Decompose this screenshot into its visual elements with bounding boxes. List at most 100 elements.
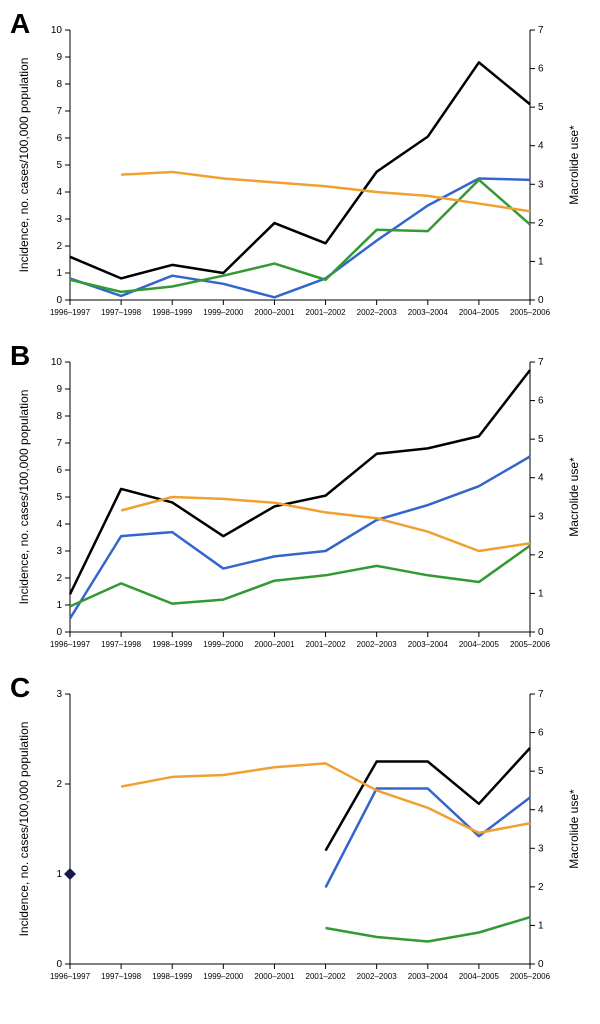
series-blue <box>326 789 530 888</box>
svg-text:8: 8 <box>56 411 62 422</box>
svg-text:2001–2002: 2001–2002 <box>306 308 347 317</box>
svg-text:8: 8 <box>56 79 62 90</box>
svg-text:1999–2000: 1999–2000 <box>203 972 244 981</box>
svg-text:1: 1 <box>538 588 544 599</box>
series-green <box>326 917 530 941</box>
svg-text:5: 5 <box>56 492 62 503</box>
svg-text:0: 0 <box>538 959 544 970</box>
svg-text:1996–1997: 1996–1997 <box>50 972 91 981</box>
svg-text:1997–1998: 1997–1998 <box>101 640 142 649</box>
svg-text:6: 6 <box>538 396 544 407</box>
svg-text:3: 3 <box>56 214 62 225</box>
series-black <box>70 370 530 594</box>
svg-text:1: 1 <box>56 600 62 611</box>
svg-text:2: 2 <box>538 550 544 561</box>
chart-panel-B: B012345678910012345671996–19971997–19981… <box>10 342 590 662</box>
svg-text:2003–2004: 2003–2004 <box>408 308 449 317</box>
series-blue <box>70 457 530 619</box>
svg-text:5: 5 <box>56 160 62 171</box>
svg-text:5: 5 <box>538 434 544 445</box>
panel-label: C <box>10 672 30 704</box>
svg-text:1: 1 <box>538 256 544 267</box>
svg-text:10: 10 <box>51 357 63 368</box>
series-green <box>70 180 530 292</box>
chart-svg: 0123012345671996–19971997–19981998–19991… <box>10 674 590 994</box>
svg-text:3: 3 <box>56 546 62 557</box>
svg-text:2000–2001: 2000–2001 <box>254 640 295 649</box>
chart-svg: 012345678910012345671996–19971997–199819… <box>10 10 590 330</box>
svg-text:2004–2005: 2004–2005 <box>459 640 500 649</box>
svg-text:1996–1997: 1996–1997 <box>50 308 91 317</box>
svg-text:2004–2005: 2004–2005 <box>459 308 500 317</box>
svg-text:2005–2006: 2005–2006 <box>510 308 551 317</box>
svg-text:2002–2003: 2002–2003 <box>357 972 398 981</box>
svg-text:4: 4 <box>538 473 544 484</box>
svg-text:0: 0 <box>56 627 62 638</box>
svg-text:1999–2000: 1999–2000 <box>203 308 244 317</box>
svg-text:6: 6 <box>56 465 62 476</box>
svg-text:2000–2001: 2000–2001 <box>254 972 295 981</box>
series-orange <box>121 497 530 551</box>
svg-text:4: 4 <box>56 187 62 198</box>
svg-text:5: 5 <box>538 766 544 777</box>
panel-label: A <box>10 8 30 40</box>
svg-text:2002–2003: 2002–2003 <box>357 308 398 317</box>
svg-text:3: 3 <box>538 511 544 522</box>
svg-text:1998–1999: 1998–1999 <box>152 640 193 649</box>
svg-text:7: 7 <box>538 25 544 36</box>
svg-text:2005–2006: 2005–2006 <box>510 972 551 981</box>
svg-text:7: 7 <box>56 106 62 117</box>
svg-text:2: 2 <box>56 779 62 790</box>
svg-text:4: 4 <box>538 805 544 816</box>
svg-text:0: 0 <box>538 627 544 638</box>
svg-text:7: 7 <box>56 438 62 449</box>
marker-diamond <box>64 868 76 880</box>
svg-text:2: 2 <box>538 218 544 229</box>
svg-text:Macrolide use*: Macrolide use* <box>567 125 581 205</box>
svg-text:0: 0 <box>56 959 62 970</box>
svg-text:Incidence, no. cases/100,000 p: Incidence, no. cases/100,000 population <box>17 390 31 605</box>
series-orange <box>121 763 530 832</box>
svg-text:Macrolide use*: Macrolide use* <box>567 789 581 869</box>
svg-text:10: 10 <box>51 25 63 36</box>
chart-panel-A: A012345678910012345671996–19971997–19981… <box>10 10 590 330</box>
svg-text:Incidence, no. cases/100,000 p: Incidence, no. cases/100,000 population <box>17 58 31 273</box>
series-black <box>326 748 530 851</box>
svg-text:7: 7 <box>538 689 544 700</box>
svg-text:2004–2005: 2004–2005 <box>459 972 500 981</box>
svg-text:1999–2000: 1999–2000 <box>203 640 244 649</box>
svg-text:3: 3 <box>56 689 62 700</box>
svg-text:Macrolide use*: Macrolide use* <box>567 457 581 537</box>
svg-text:2000–2001: 2000–2001 <box>254 308 295 317</box>
svg-text:6: 6 <box>56 133 62 144</box>
svg-text:2003–2004: 2003–2004 <box>408 640 449 649</box>
svg-text:1996–1997: 1996–1997 <box>50 640 91 649</box>
svg-text:Incidence, no. cases/100,000 p: Incidence, no. cases/100,000 population <box>17 722 31 937</box>
svg-text:4: 4 <box>538 141 544 152</box>
svg-text:6: 6 <box>538 728 544 739</box>
svg-text:1998–1999: 1998–1999 <box>152 972 193 981</box>
svg-text:0: 0 <box>538 295 544 306</box>
svg-text:2: 2 <box>538 882 544 893</box>
svg-text:1: 1 <box>538 920 544 931</box>
svg-text:3: 3 <box>538 843 544 854</box>
svg-text:7: 7 <box>538 357 544 368</box>
svg-text:5: 5 <box>538 102 544 113</box>
svg-text:2: 2 <box>56 573 62 584</box>
svg-text:6: 6 <box>538 64 544 75</box>
svg-text:9: 9 <box>56 52 62 63</box>
svg-text:1998–1999: 1998–1999 <box>152 308 193 317</box>
svg-text:2: 2 <box>56 241 62 252</box>
svg-text:2002–2003: 2002–2003 <box>357 640 398 649</box>
series-black <box>70 62 530 278</box>
svg-text:2001–2002: 2001–2002 <box>306 640 347 649</box>
svg-text:2003–2004: 2003–2004 <box>408 972 449 981</box>
svg-text:2001–2002: 2001–2002 <box>306 972 347 981</box>
svg-text:1: 1 <box>56 869 62 880</box>
svg-text:4: 4 <box>56 519 62 530</box>
svg-text:9: 9 <box>56 384 62 395</box>
svg-text:1: 1 <box>56 268 62 279</box>
svg-text:2005–2006: 2005–2006 <box>510 640 551 649</box>
svg-text:3: 3 <box>538 179 544 190</box>
chart-svg: 0 1 2 3 4 5 6 7 8 9 10 0 1 2 3 4 5 6 7 1996–1997 1997–1998 19… <box>10 342 590 662</box>
